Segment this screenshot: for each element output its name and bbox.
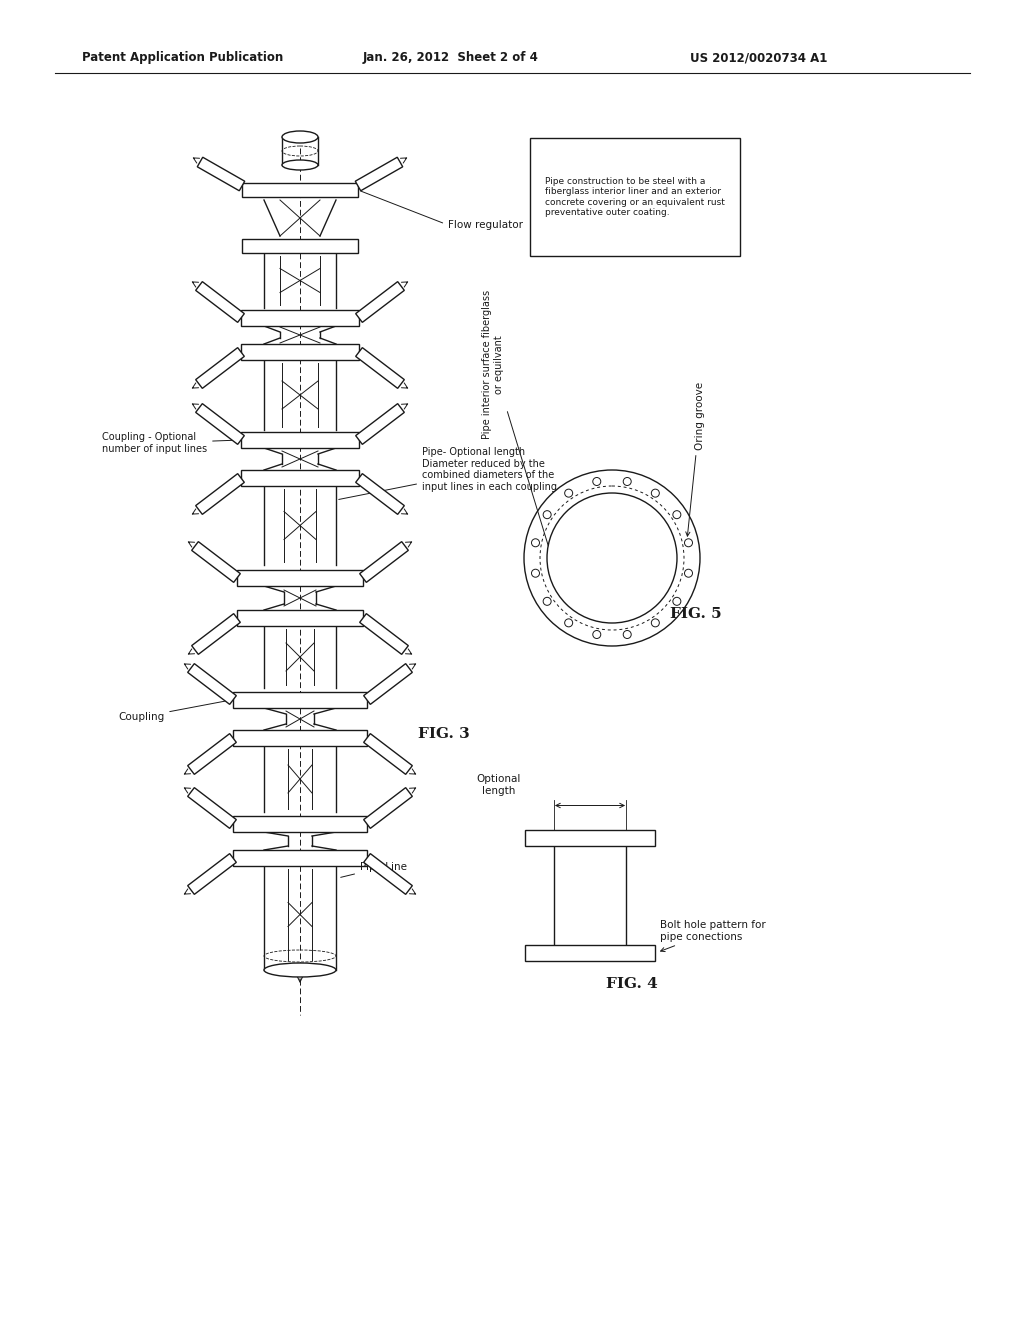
Bar [242, 183, 358, 197]
Polygon shape [359, 541, 409, 582]
Polygon shape [355, 347, 404, 388]
Polygon shape [364, 664, 413, 705]
Bar [241, 432, 359, 447]
Polygon shape [364, 734, 413, 775]
Bar [554, 837, 626, 953]
Ellipse shape [282, 131, 318, 143]
Text: Oring groove: Oring groove [686, 381, 705, 536]
Bar [241, 310, 359, 326]
Circle shape [564, 619, 572, 627]
Bar [233, 692, 367, 708]
Polygon shape [187, 854, 237, 895]
Polygon shape [187, 664, 237, 705]
Text: Coupling: Coupling [118, 701, 228, 722]
Bar [233, 850, 367, 866]
Polygon shape [191, 541, 241, 582]
Ellipse shape [282, 160, 318, 170]
Polygon shape [196, 347, 245, 388]
Bar [525, 829, 655, 846]
Circle shape [684, 539, 692, 546]
Text: Jan. 26, 2012  Sheet 2 of 4: Jan. 26, 2012 Sheet 2 of 4 [362, 51, 539, 65]
Bar [237, 570, 362, 586]
Circle shape [684, 569, 692, 577]
Ellipse shape [264, 964, 336, 977]
Circle shape [547, 492, 677, 623]
Polygon shape [364, 854, 413, 895]
Circle shape [531, 539, 540, 546]
Polygon shape [187, 734, 237, 775]
Polygon shape [196, 474, 245, 515]
Text: FIG. 5: FIG. 5 [670, 607, 722, 620]
Polygon shape [355, 404, 404, 445]
Text: Optional
length: Optional length [477, 774, 521, 796]
Polygon shape [196, 281, 245, 322]
Polygon shape [364, 788, 413, 829]
Text: Pipe construction to be steel with a
fiberglass interior liner and an exterior
c: Pipe construction to be steel with a fib… [545, 177, 725, 216]
Polygon shape [196, 404, 245, 445]
Text: US 2012/0020734 A1: US 2012/0020734 A1 [690, 51, 827, 65]
Circle shape [593, 631, 601, 639]
Text: Pipe Line: Pipe Line [341, 862, 407, 878]
Bar [233, 816, 367, 832]
Bar [242, 239, 358, 253]
Polygon shape [355, 281, 404, 322]
Text: Pipe- Optional length
Diameter reduced by the
combined diameters of the
input li: Pipe- Optional length Diameter reduced b… [339, 447, 557, 499]
Circle shape [543, 598, 551, 606]
Text: Coupling - Optional
number of input lines: Coupling - Optional number of input line… [102, 433, 239, 454]
Circle shape [593, 478, 601, 486]
Text: Bolt hole pattern for
pipe conections: Bolt hole pattern for pipe conections [660, 920, 766, 952]
Circle shape [651, 490, 659, 498]
Circle shape [673, 511, 681, 519]
Polygon shape [355, 157, 402, 191]
Bar [241, 470, 359, 486]
Bar [237, 610, 362, 626]
Circle shape [543, 511, 551, 519]
Polygon shape [198, 157, 245, 191]
Circle shape [673, 598, 681, 606]
Circle shape [524, 470, 700, 645]
Bar [530, 139, 740, 256]
Bar [233, 730, 367, 746]
Text: Pipe interior surface fiberglass
or equilvant: Pipe interior surface fiberglass or equi… [482, 290, 552, 554]
Polygon shape [191, 614, 241, 655]
Circle shape [564, 490, 572, 498]
Polygon shape [355, 474, 404, 515]
Text: FIG. 3: FIG. 3 [418, 727, 470, 741]
Polygon shape [359, 614, 409, 655]
Text: Patent Application Publication: Patent Application Publication [82, 51, 284, 65]
Polygon shape [187, 788, 237, 829]
Circle shape [531, 569, 540, 577]
Text: Flow regulator: Flow regulator [360, 191, 523, 230]
Circle shape [651, 619, 659, 627]
Bar [241, 345, 359, 360]
Bar [525, 945, 655, 961]
Circle shape [624, 631, 631, 639]
Text: FIG. 4: FIG. 4 [606, 977, 657, 991]
Circle shape [624, 478, 631, 486]
